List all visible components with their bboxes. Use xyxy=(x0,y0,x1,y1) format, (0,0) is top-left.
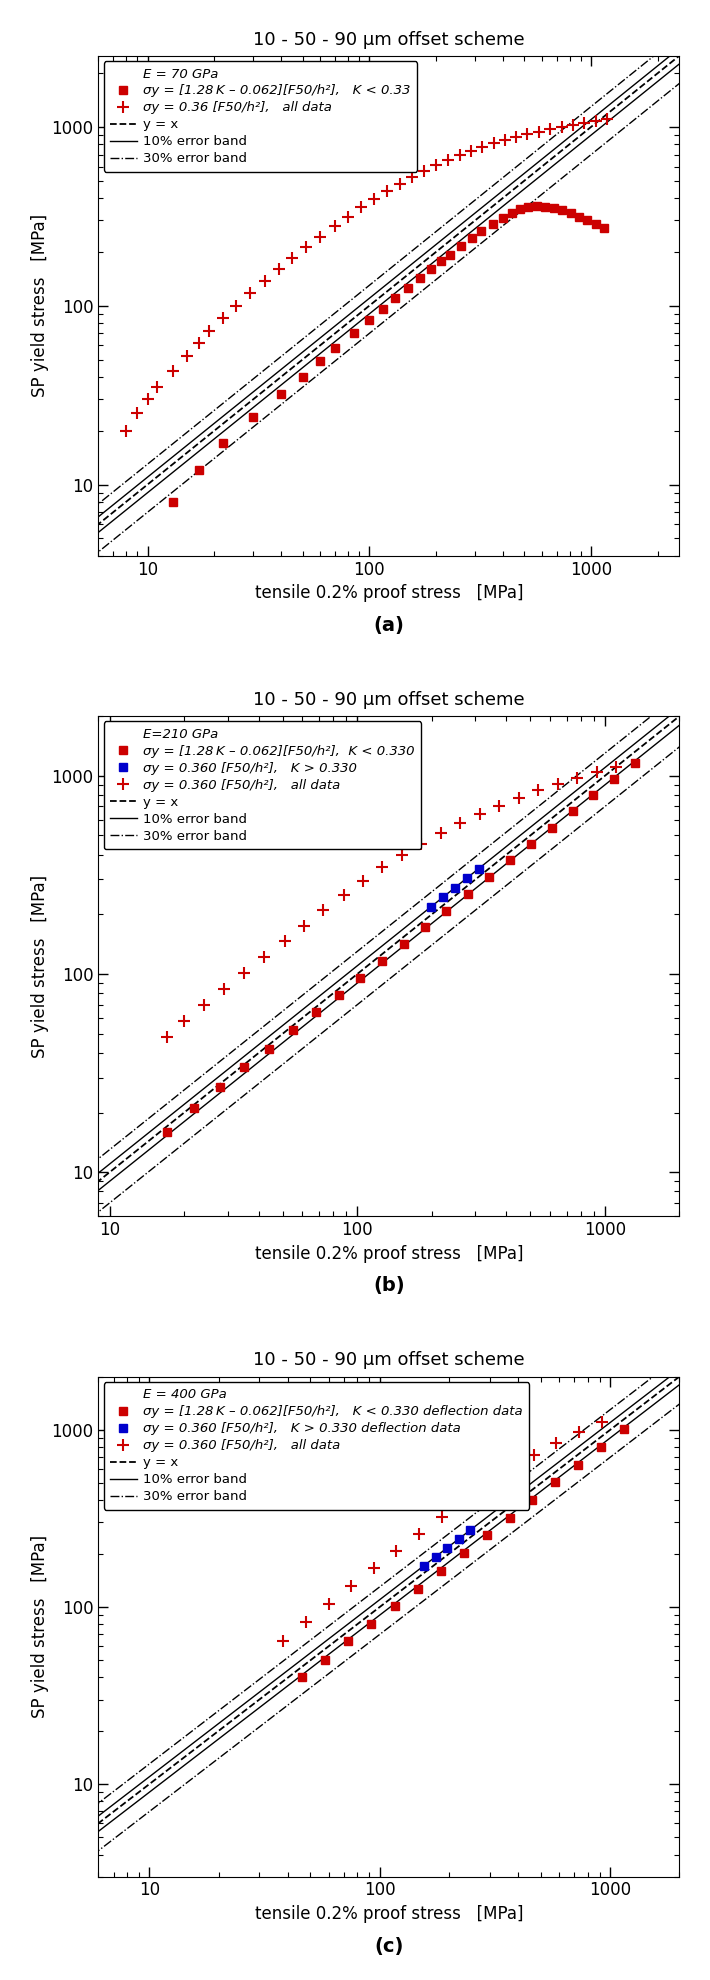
X-axis label: tensile 0.2% proof stress   [MPa]: tensile 0.2% proof stress [MPa] xyxy=(255,1245,523,1263)
Legend: E = 400 GPa, σy = [1.28 K – 0.062][F50/h²],   K < 0.330 deflection data, σy = 0.: E = 400 GPa, σy = [1.28 K – 0.062][F50/h… xyxy=(104,1382,530,1511)
Y-axis label: SP yield stress   [MPa]: SP yield stress [MPa] xyxy=(31,1534,48,1719)
X-axis label: tensile 0.2% proof stress   [MPa]: tensile 0.2% proof stress [MPa] xyxy=(255,584,523,602)
Y-axis label: SP yield stress   [MPa]: SP yield stress [MPa] xyxy=(31,875,48,1057)
Text: (a): (a) xyxy=(373,616,404,636)
Legend: E = 70 GPa, σy = [1.28 K – 0.062][F50/h²],   K < 0.33, σy = 0.36 [F50/h²],   all: E = 70 GPa, σy = [1.28 K – 0.062][F50/h²… xyxy=(104,61,417,172)
Legend: E=210 GPa, σy = [1.28 K – 0.062][F50/h²],  K < 0.330, σy = 0.360 [F50/h²],   K >: E=210 GPa, σy = [1.28 K – 0.062][F50/h²]… xyxy=(104,721,421,849)
Y-axis label: SP yield stress   [MPa]: SP yield stress [MPa] xyxy=(31,214,48,398)
Title: 10 - 50 - 90 μm offset scheme: 10 - 50 - 90 μm offset scheme xyxy=(253,30,525,50)
Text: (b): (b) xyxy=(373,1277,405,1295)
Text: (c): (c) xyxy=(374,1936,403,1956)
Title: 10 - 50 - 90 μm offset scheme: 10 - 50 - 90 μm offset scheme xyxy=(253,691,525,709)
X-axis label: tensile 0.2% proof stress   [MPa]: tensile 0.2% proof stress [MPa] xyxy=(255,1905,523,1923)
Title: 10 - 50 - 90 μm offset scheme: 10 - 50 - 90 μm offset scheme xyxy=(253,1352,525,1370)
